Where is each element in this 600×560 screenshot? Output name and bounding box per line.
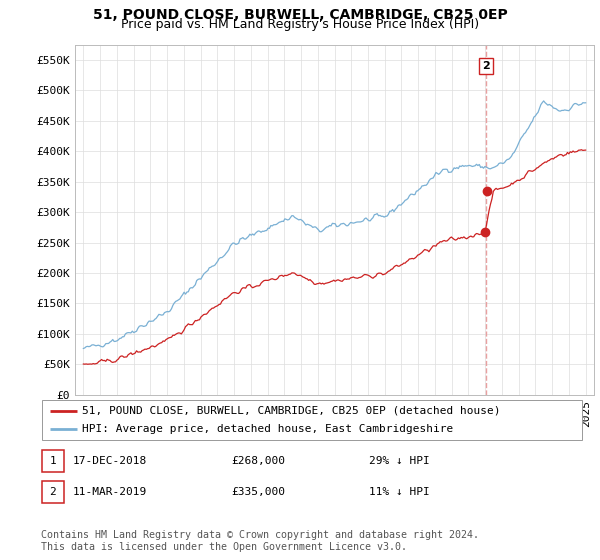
Text: 11-MAR-2019: 11-MAR-2019: [73, 487, 148, 497]
Text: £268,000: £268,000: [231, 456, 285, 466]
Text: Contains HM Land Registry data © Crown copyright and database right 2024.
This d: Contains HM Land Registry data © Crown c…: [41, 530, 479, 552]
Text: 51, POUND CLOSE, BURWELL, CAMBRIDGE, CB25 0EP (detached house): 51, POUND CLOSE, BURWELL, CAMBRIDGE, CB2…: [83, 406, 501, 416]
Text: 29% ↓ HPI: 29% ↓ HPI: [369, 456, 430, 466]
Text: 17-DEC-2018: 17-DEC-2018: [73, 456, 148, 466]
Text: Price paid vs. HM Land Registry's House Price Index (HPI): Price paid vs. HM Land Registry's House …: [121, 18, 479, 31]
Text: 2: 2: [49, 487, 56, 497]
Text: 11% ↓ HPI: 11% ↓ HPI: [369, 487, 430, 497]
Text: 1: 1: [49, 456, 56, 466]
Text: 51, POUND CLOSE, BURWELL, CAMBRIDGE, CB25 0EP: 51, POUND CLOSE, BURWELL, CAMBRIDGE, CB2…: [92, 8, 508, 22]
Text: £335,000: £335,000: [231, 487, 285, 497]
Text: HPI: Average price, detached house, East Cambridgeshire: HPI: Average price, detached house, East…: [83, 424, 454, 434]
Text: 2: 2: [482, 61, 490, 71]
